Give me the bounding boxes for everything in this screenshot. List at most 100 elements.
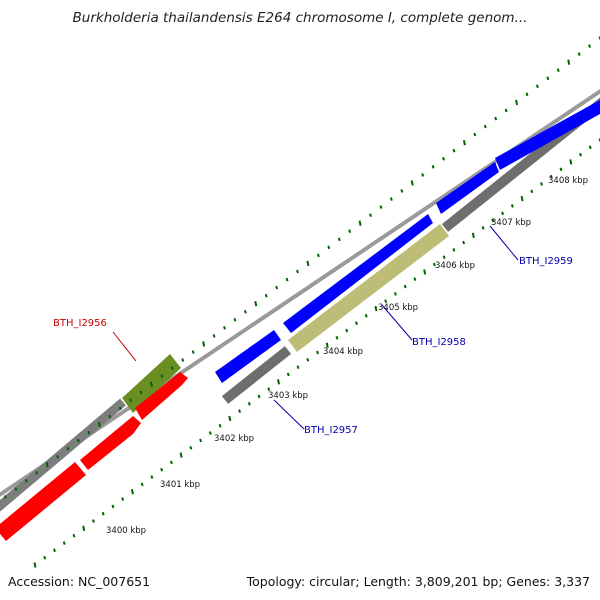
tick-mark [546,76,550,81]
tick-mark [296,269,299,274]
tick-mark [264,293,268,298]
gene-red-2[interactable] [80,416,141,470]
kbp-ticks: 3400 kbp 3401 kbp 3402 kbp 3403 kbp 3404 kbp… [3,36,600,568]
tick-mark [121,497,125,501]
gene-label-text: BTH_I2959 [519,256,573,267]
kbp-label: 3404 kbp [323,347,363,357]
tick-mark [191,350,195,354]
tick-mark [483,124,487,129]
gene-label-bth-i2958[interactable]: BTH_I2958 [381,304,466,348]
gene-label-bth-i2957[interactable]: BTH_I2957 [273,399,358,436]
tick-mark [345,328,349,333]
tick-mark [257,394,261,399]
tick-mark [87,430,91,435]
tick-mark [296,365,300,369]
tick-mark [243,309,247,314]
tick-mark [410,180,414,186]
tick-mark [277,379,281,385]
tick-mark [306,260,310,267]
tick-mark [588,145,592,150]
tick-mark [189,445,193,450]
kbp-label: 3401 kbp [160,480,200,490]
tick-mark [306,358,310,362]
gene-blue-4[interactable] [495,100,600,170]
gene-track-left[interactable] [0,398,126,512]
kbp-label: 3405 kbp [378,303,418,313]
tick-mark [432,262,436,267]
tick-mark [431,165,435,169]
tick-mark [150,475,154,479]
tick-mark [66,446,70,451]
tick-mark [462,139,466,146]
tick-mark [403,284,407,289]
gene-track-right-1[interactable] [221,346,292,404]
tick-mark [62,541,66,545]
tick-mark [72,533,76,538]
tick-mark [549,174,553,179]
kbp-label: 3406 kbp [435,261,475,271]
tick-mark [481,226,485,230]
tick-mark [504,108,508,113]
kbp-label: 3403 kbp [268,391,308,401]
gene-label-bth-i2959[interactable]: BTH_I2959 [489,225,573,267]
tick-mark [181,358,185,362]
tick-mark [327,245,331,250]
tick-mark [212,334,216,338]
tick-mark [335,336,339,340]
tick-mark [202,341,206,347]
tick-mark [238,409,242,413]
tick-mark [56,454,60,459]
tick-mark [254,301,258,307]
tick-mark [389,197,393,201]
tick-mark [228,415,232,422]
tick-mark [233,317,237,322]
tick-mark [91,519,95,523]
tick-mark [520,195,524,202]
gene-label-text: BTH_I2958 [412,337,466,348]
topology-summary: Topology: circular; Length: 3,809,201 bp… [246,574,590,589]
tick-mark [170,366,174,370]
tick-mark [82,525,86,532]
tick-mark [179,452,183,458]
tick-mark [199,438,203,443]
tick-mark [577,52,581,56]
tick-mark [379,205,383,209]
tick-mark [510,204,514,208]
gene-red-3[interactable] [135,372,188,420]
tick-mark [286,372,290,377]
tick-mark [101,511,105,516]
tick-mark [139,390,143,395]
tick-mark [108,414,112,419]
tick-mark [223,326,226,330]
gene-bth-i2958[interactable] [288,224,449,352]
tick-mark [374,305,378,312]
tick-mark [247,401,251,406]
tick-mark [129,398,133,403]
tick-mark [393,292,397,296]
tick-mark [76,438,80,443]
gene-label-text: BTH_I2957 [304,425,358,436]
tick-mark [364,314,368,318]
gene-blue-1[interactable] [215,330,281,383]
gene-label-bth-i2956[interactable]: BTH_I2956 [53,318,137,362]
backbone-track [0,88,600,498]
tick-mark [567,59,571,65]
tick-mark [413,277,417,282]
gene-blue-2[interactable] [283,214,433,333]
tick-mark [442,156,445,161]
accession-text: Accession: NC_007651 [8,574,151,589]
gene-blue-3[interactable] [436,162,499,214]
tick-mark [559,167,563,172]
tick-mark [208,431,212,435]
tick-mark [400,189,404,193]
tick-mark [24,479,28,483]
tick-mark [97,421,101,428]
tick-mark [316,253,320,258]
kbp-label: 3402 kbp [214,434,254,444]
tick-mark [348,229,352,234]
tick-mark [35,470,39,475]
tick-mark [525,92,529,97]
gene-red-1[interactable] [0,462,86,541]
map-title: Burkholderia thailandensis E264 chromoso… [72,10,528,26]
